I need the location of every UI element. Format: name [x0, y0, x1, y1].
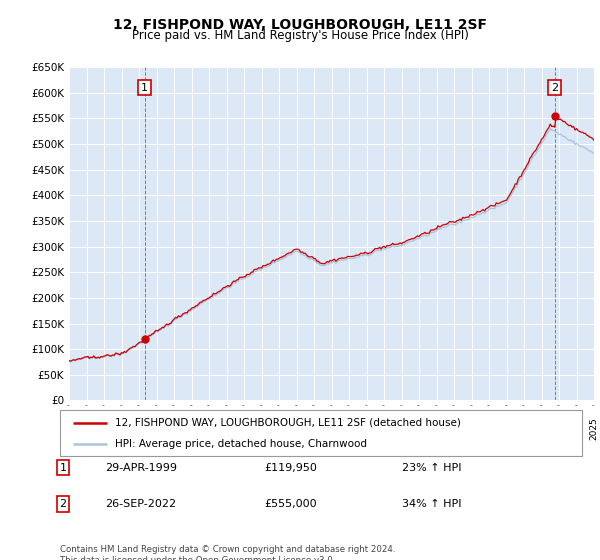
- Text: 2025: 2025: [589, 417, 599, 440]
- Text: 2001: 2001: [170, 417, 179, 440]
- Text: 2023: 2023: [554, 417, 563, 440]
- Text: 23% ↑ HPI: 23% ↑ HPI: [402, 463, 461, 473]
- Text: 2024: 2024: [572, 417, 581, 440]
- Text: 2009: 2009: [310, 417, 319, 440]
- Text: 2004: 2004: [222, 417, 231, 440]
- Text: 1: 1: [141, 83, 148, 93]
- Text: 2011: 2011: [344, 417, 353, 440]
- Text: 2: 2: [551, 83, 558, 93]
- Text: 34% ↑ HPI: 34% ↑ HPI: [402, 499, 461, 509]
- Text: 2005: 2005: [239, 417, 248, 440]
- Text: £555,000: £555,000: [264, 499, 317, 509]
- Text: 2: 2: [59, 499, 67, 509]
- Text: 1999: 1999: [134, 417, 143, 440]
- Text: 2017: 2017: [449, 417, 458, 440]
- Text: 2022: 2022: [537, 417, 546, 440]
- Text: 1997: 1997: [100, 417, 109, 440]
- Text: 2010: 2010: [327, 417, 336, 440]
- Text: £119,950: £119,950: [264, 463, 317, 473]
- Text: 2002: 2002: [187, 417, 196, 440]
- Text: 29-APR-1999: 29-APR-1999: [105, 463, 177, 473]
- Text: 2012: 2012: [362, 417, 371, 440]
- Text: 2021: 2021: [520, 417, 529, 440]
- Text: 2013: 2013: [380, 417, 389, 440]
- Text: 1: 1: [59, 463, 67, 473]
- Text: 2015: 2015: [415, 417, 424, 440]
- Text: 1998: 1998: [117, 417, 126, 440]
- Text: 2020: 2020: [502, 417, 511, 440]
- Text: 2019: 2019: [485, 417, 493, 440]
- Text: 2000: 2000: [152, 417, 161, 440]
- Text: 2007: 2007: [275, 417, 284, 440]
- Text: 12, FISHPOND WAY, LOUGHBOROUGH, LE11 2SF (detached house): 12, FISHPOND WAY, LOUGHBOROUGH, LE11 2SF…: [115, 418, 461, 428]
- FancyBboxPatch shape: [60, 410, 582, 456]
- Text: 2006: 2006: [257, 417, 266, 440]
- Text: 2014: 2014: [397, 417, 406, 440]
- Text: 2003: 2003: [205, 417, 214, 440]
- Text: Price paid vs. HM Land Registry's House Price Index (HPI): Price paid vs. HM Land Registry's House …: [131, 29, 469, 42]
- Text: 2018: 2018: [467, 417, 476, 440]
- Text: 12, FISHPOND WAY, LOUGHBOROUGH, LE11 2SF: 12, FISHPOND WAY, LOUGHBOROUGH, LE11 2SF: [113, 18, 487, 32]
- Text: 1996: 1996: [82, 417, 91, 440]
- Text: 2016: 2016: [432, 417, 441, 440]
- Text: 26-SEP-2022: 26-SEP-2022: [105, 499, 176, 509]
- Text: 2008: 2008: [292, 417, 301, 440]
- Text: Contains HM Land Registry data © Crown copyright and database right 2024.
This d: Contains HM Land Registry data © Crown c…: [60, 545, 395, 560]
- Text: 1995: 1995: [65, 417, 74, 440]
- Text: HPI: Average price, detached house, Charnwood: HPI: Average price, detached house, Char…: [115, 439, 367, 449]
